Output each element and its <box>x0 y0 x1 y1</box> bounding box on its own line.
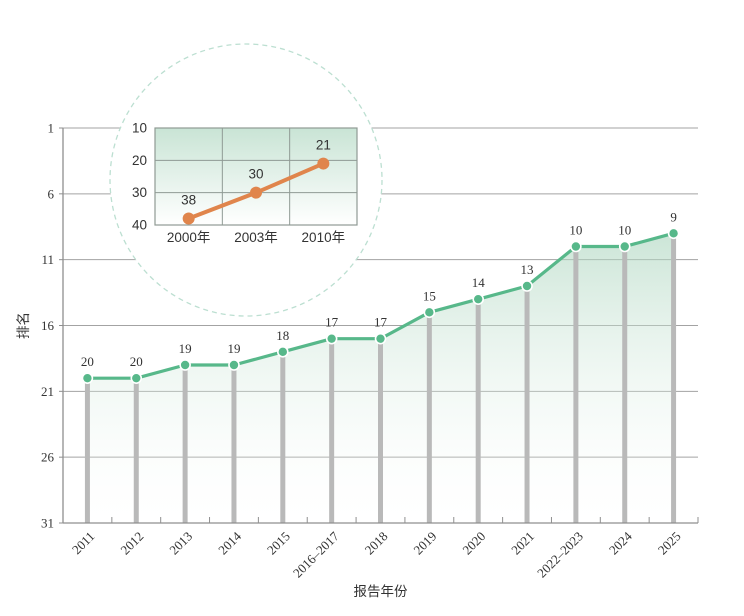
data-point-label: 10 <box>569 223 582 238</box>
data-point <box>277 346 289 358</box>
x-tick-label: 2019 <box>410 529 439 558</box>
stem-bar <box>426 312 432 523</box>
data-point <box>618 240 631 253</box>
stem-bar <box>329 338 335 523</box>
data-point-label: 20 <box>130 354 143 369</box>
x-tick-label: 2012 <box>117 529 146 558</box>
data-point <box>228 359 240 371</box>
data-point <box>374 332 387 345</box>
data-point <box>325 332 338 345</box>
stem-bar <box>280 351 286 523</box>
stem-bar <box>84 378 90 523</box>
stem-bar <box>133 378 139 523</box>
inset-x-tick-label: 2000年 <box>167 230 211 245</box>
data-point <box>81 372 94 384</box>
inset-x-tick-label: 2010年 <box>302 230 346 245</box>
y-tick-label: 1 <box>48 121 55 136</box>
stem-bar <box>231 365 237 523</box>
x-tick-label: 2011 <box>69 529 98 558</box>
y-tick-label: 11 <box>41 252 54 267</box>
y-tick-label: 6 <box>48 186 55 201</box>
data-point <box>521 280 533 292</box>
y-axis-title: 排名 <box>16 312 31 339</box>
stem-bar <box>671 233 677 524</box>
data-point-label: 10 <box>618 223 631 238</box>
y-tick-label: 16 <box>41 318 55 333</box>
inset-data-point-label: 30 <box>248 167 263 182</box>
x-tick-label: 2024 <box>606 528 635 557</box>
data-point <box>570 240 582 253</box>
data-point <box>423 306 436 319</box>
data-point-label: 19 <box>179 341 192 356</box>
data-point-label: 17 <box>374 315 388 330</box>
stem-bar <box>524 286 530 523</box>
inset-data-point-label: 38 <box>181 193 196 208</box>
inset-y-tick-label: 10 <box>132 121 147 136</box>
inset-y-tick-label: 30 <box>132 185 147 200</box>
inset-data-point <box>182 212 195 225</box>
data-point <box>179 359 191 371</box>
stem-bar <box>378 338 383 523</box>
inset-border <box>154 127 358 226</box>
data-point-label: 14 <box>472 275 486 290</box>
x-tick-label: 2018 <box>362 529 391 558</box>
data-point <box>472 293 484 305</box>
x-tick-label: 2016–2017 <box>290 528 342 580</box>
inset-data-point <box>250 186 262 199</box>
inset-data-point-label: 21 <box>316 138 331 153</box>
stem-bar <box>622 246 628 523</box>
x-tick-label: 2021 <box>508 529 537 558</box>
inset-y-tick-label: 20 <box>132 153 147 168</box>
data-point-label: 13 <box>521 262 534 277</box>
data-point <box>130 372 143 384</box>
data-point-label: 15 <box>423 288 436 303</box>
x-tick-label: 2015 <box>264 529 293 558</box>
inset-chart: 10 20 30 40 2000年 2003年 2010年 38 30 21 <box>132 121 358 245</box>
data-point-label: 19 <box>227 341 240 356</box>
x-axis-title: 报告年份 <box>354 584 408 599</box>
data-point-label: 18 <box>276 328 289 343</box>
x-tick-label: 2025 <box>655 529 684 558</box>
inset-x-tick-label: 2003年 <box>234 230 278 245</box>
y-tick-label: 26 <box>41 450 55 465</box>
inset-background <box>155 128 357 225</box>
data-point-label: 17 <box>325 315 339 330</box>
inset-data-point <box>317 157 330 170</box>
data-point-label: 20 <box>81 354 94 369</box>
x-tick-label: 2022–2023 <box>534 529 586 581</box>
inset-y-tick-label: 40 <box>132 218 147 233</box>
stem-bar <box>475 299 481 523</box>
x-tick-label: 2014 <box>215 528 244 557</box>
y-tick-label: 21 <box>41 384 54 399</box>
data-point-label: 9 <box>670 209 677 224</box>
x-tick-label: 2013 <box>166 529 195 558</box>
y-tick-label: 31 <box>41 516 54 531</box>
stem-bar <box>573 246 579 523</box>
x-tick-label: 2020 <box>459 529 488 558</box>
data-point <box>667 227 680 240</box>
stem-bar <box>182 365 188 523</box>
